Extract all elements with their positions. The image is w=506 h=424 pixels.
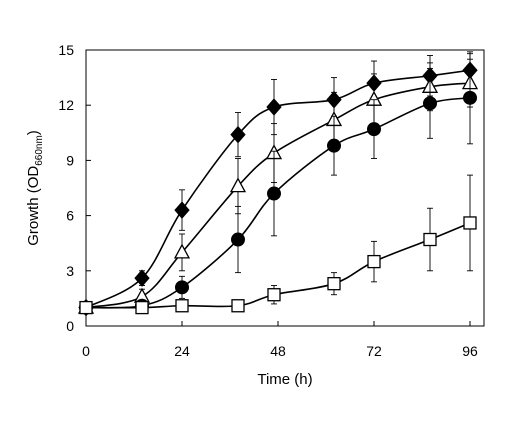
y-axis-title-prefix: Growth (OD xyxy=(25,166,42,246)
data-point xyxy=(229,177,247,193)
x-tick-label: 72 xyxy=(366,343,382,359)
y-tick-label: 15 xyxy=(58,42,74,58)
data-point xyxy=(135,300,149,315)
data-point xyxy=(175,299,189,313)
data-point xyxy=(423,232,437,247)
x-tick-label: 0 xyxy=(82,343,90,359)
y-axis: 0 3 6 9 12 15 xyxy=(58,42,91,334)
data-point xyxy=(231,232,245,247)
x-tick-label: 96 xyxy=(462,343,478,359)
x-tick-label: 24 xyxy=(174,343,190,359)
data-point xyxy=(367,254,381,269)
data-point xyxy=(267,288,281,302)
data-point xyxy=(266,98,282,116)
y-tick-label: 9 xyxy=(66,152,74,168)
data-point xyxy=(173,243,191,259)
data-point xyxy=(134,269,150,287)
data-point xyxy=(367,122,381,137)
series-diamond-filled xyxy=(78,53,478,317)
data-point xyxy=(174,201,190,219)
y-axis-title-subscript: 660nm xyxy=(34,135,45,166)
x-tick-label: 48 xyxy=(270,343,286,359)
x-axis: 0 24 48 72 96 xyxy=(82,321,478,359)
y-axis-title: Growth (OD660nm) xyxy=(25,130,45,246)
y-tick-label: 6 xyxy=(66,208,74,224)
x-axis-title: Time (h) xyxy=(257,371,312,388)
y-axis-title-suffix: ) xyxy=(25,130,42,135)
data-point xyxy=(230,125,246,144)
data-point xyxy=(175,280,189,295)
y-tick-label: 3 xyxy=(66,263,74,279)
data-point xyxy=(267,186,281,201)
plot-area xyxy=(85,49,485,327)
data-point xyxy=(79,300,93,315)
data-point xyxy=(327,277,341,291)
data-point xyxy=(231,299,245,313)
series-layer xyxy=(77,51,479,317)
series-square-open xyxy=(79,174,477,315)
data-point xyxy=(463,90,477,105)
y-tick-label: 12 xyxy=(58,97,74,113)
y-tick-label: 0 xyxy=(66,318,74,334)
data-point xyxy=(327,138,341,153)
data-point xyxy=(463,216,477,230)
data-point xyxy=(423,96,437,111)
